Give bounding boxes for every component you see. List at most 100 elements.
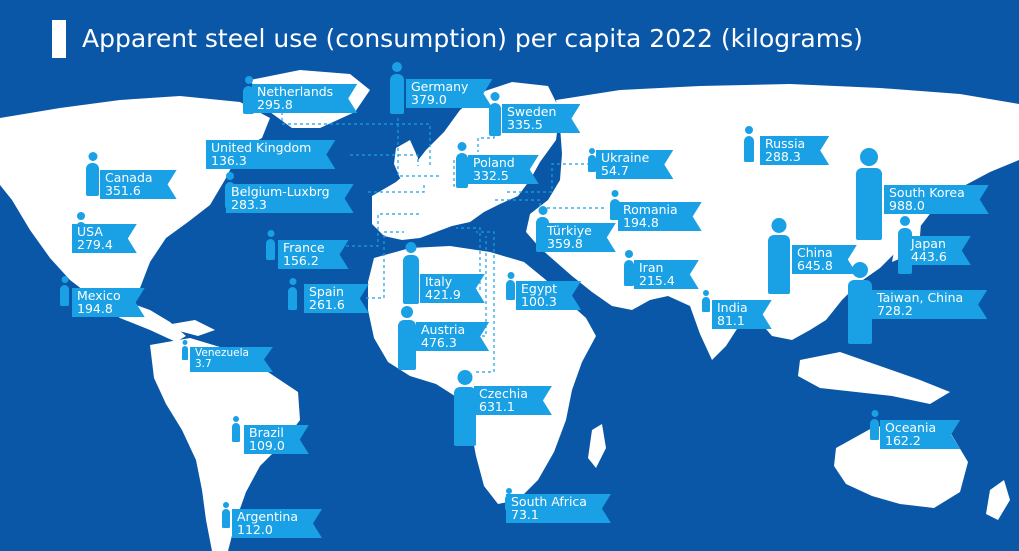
label-spain: Spain 261.6 <box>304 284 369 313</box>
country-value: 295.8 <box>257 97 293 112</box>
label-iran: Iran 215.4 <box>634 260 699 289</box>
person-icon-south-korea <box>856 148 882 240</box>
label-turkiye: Türkiye 359.8 <box>542 223 616 252</box>
label-japan: Japan 443.6 <box>906 236 971 265</box>
country-name: Japan <box>911 236 946 251</box>
person-icon-iran <box>624 250 634 286</box>
person-icon-netherlands <box>243 76 254 114</box>
country-value: 112.0 <box>237 522 273 537</box>
country-name: Egypt <box>521 281 558 296</box>
leader-line-spain <box>366 231 404 299</box>
label-south-korea: South Korea 988.0 <box>884 185 989 214</box>
country-value: 288.3 <box>765 149 801 164</box>
country-name: Czechia <box>479 386 528 401</box>
label-poland: Poland 332.5 <box>468 155 539 184</box>
country-value: 81.1 <box>717 313 745 328</box>
person-icon-germany <box>390 62 404 114</box>
country-value: 54.7 <box>601 163 629 178</box>
country-value: 379.0 <box>411 92 447 107</box>
label-usa: USA 279.4 <box>72 224 137 253</box>
country-value: 136.3 <box>211 153 247 168</box>
person-icon-poland <box>456 142 468 188</box>
country-name: Ukraine <box>601 150 650 165</box>
country-name: Brazil <box>249 425 284 440</box>
southeast-asia-islands <box>798 352 950 404</box>
leader-line-romania <box>492 199 604 209</box>
country-name: Taiwan, China <box>877 290 964 305</box>
country-value: 261.6 <box>309 297 345 312</box>
label-romania: Romania 194.8 <box>618 202 702 231</box>
leader-line-united-kingdom <box>350 154 419 166</box>
africa-landmass <box>368 246 596 504</box>
north-america-landmass <box>0 96 270 342</box>
page-title: Apparent steel use (consumption) per cap… <box>82 24 863 53</box>
country-name: China <box>797 245 833 260</box>
country-value: 156.2 <box>283 253 319 268</box>
person-icon-egypt <box>506 272 515 300</box>
leader-line-netherlands <box>281 106 431 168</box>
country-value: 335.5 <box>507 117 543 132</box>
country-name: Mexico <box>77 288 121 303</box>
leader-lines <box>281 106 604 373</box>
country-value: 332.5 <box>473 168 509 183</box>
label-belgium-luxembourg: Belgium-Luxbrg 283.3 <box>226 184 354 213</box>
label-south-africa: South Africa 73.1 <box>506 494 611 523</box>
person-icon-venezuela <box>182 340 188 360</box>
label-france: France 156.2 <box>278 240 349 269</box>
country-value: 3.7 <box>195 358 212 370</box>
person-icon-taiwan-china <box>848 262 872 344</box>
great-britain-landmass <box>394 140 418 178</box>
label-egypt: Egypt 100.3 <box>516 281 581 310</box>
label-india: India 81.1 <box>712 300 772 329</box>
person-icon-italy <box>403 242 419 304</box>
person-icon-argentina <box>222 502 230 528</box>
person-icon-ukraine <box>588 148 596 172</box>
label-germany: Germany 379.0 <box>406 79 492 108</box>
title-accent-bar <box>52 20 66 58</box>
person-icon-brazil <box>232 416 240 442</box>
leader-line-czechia <box>476 231 495 373</box>
country-name: Netherlands <box>257 84 334 99</box>
country-name: India <box>717 300 748 315</box>
label-taiwan-china: Taiwan, China 728.2 <box>872 290 987 319</box>
label-ukraine: Ukraine 54.7 <box>596 150 673 179</box>
country-value: 443.6 <box>911 249 947 264</box>
label-sweden: Sweden 335.5 <box>502 104 580 133</box>
label-czechia: Czechia 631.1 <box>474 386 552 415</box>
leader-line-ukraine <box>506 163 590 193</box>
country-value: 194.8 <box>623 215 659 230</box>
country-value: 645.8 <box>797 258 833 273</box>
country-name: Iran <box>639 260 664 275</box>
person-icon-sweden <box>489 92 501 136</box>
label-venezuela: Venezuela 3.7 <box>190 347 273 372</box>
country-value: 194.8 <box>77 301 113 316</box>
label-canada: Canada 351.6 <box>100 170 177 199</box>
country-value: 359.8 <box>547 236 583 251</box>
country-value: 421.9 <box>425 287 461 302</box>
label-italy: Italy 421.9 <box>420 274 485 303</box>
country-value: 988.0 <box>889 198 925 213</box>
leader-line-france <box>340 213 420 247</box>
country-value: 100.3 <box>521 294 557 309</box>
country-name: Türkiye <box>547 223 592 238</box>
country-value: 283.3 <box>231 197 267 212</box>
country-name: Argentina <box>237 509 298 524</box>
person-icon-france <box>266 230 275 260</box>
country-name: Russia <box>765 136 806 151</box>
country-value: 728.2 <box>877 303 913 318</box>
country-value: 109.0 <box>249 438 285 453</box>
south-america-landmass <box>150 338 300 551</box>
label-united-kingdom: United Kingdom 136.3 <box>206 140 335 169</box>
label-oceania: Oceania 162.2 <box>880 420 960 449</box>
country-value: 476.3 <box>421 335 457 350</box>
country-name: Germany <box>411 79 469 94</box>
country-name: Venezuela <box>195 347 249 359</box>
country-value: 215.4 <box>639 273 675 288</box>
country-name: Sweden <box>507 104 557 119</box>
label-argentina: Argentina 112.0 <box>232 509 322 538</box>
person-icon-austria <box>398 306 416 370</box>
label-china: China 645.8 <box>792 245 857 274</box>
country-name: Oceania <box>885 420 937 435</box>
person-icon-india <box>702 290 710 312</box>
